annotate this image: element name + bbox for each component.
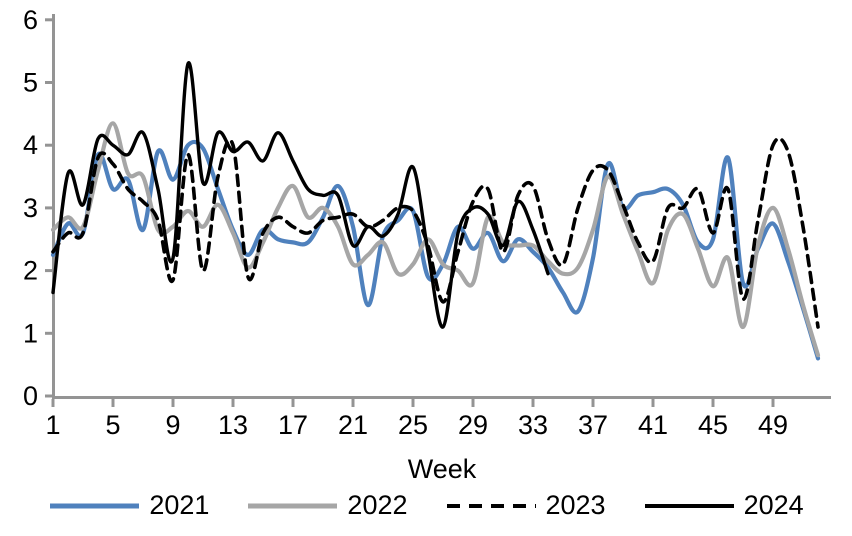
x-tick-label: 41: [638, 410, 668, 440]
legend-swatch-2021: [50, 503, 140, 508]
x-tick-label: 37: [578, 410, 608, 440]
legend-swatch-2022: [248, 503, 338, 508]
chart-line-2023: [51, 136, 820, 329]
x-tick-label: 9: [165, 410, 180, 440]
legend-item-2024: 2024: [643, 492, 804, 519]
legend-swatch-2024: [644, 503, 734, 508]
x-tick-label: 21: [338, 410, 368, 440]
legend-label-2023: 2023: [545, 490, 606, 520]
x-axis-title: Week: [407, 454, 477, 484]
chart-line-2024: [51, 61, 550, 329]
legend: 2021 2022 2023 2024: [0, 492, 852, 519]
chart-line-2022: [50, 121, 821, 358]
x-tick-label: 25: [398, 410, 428, 440]
legend-item-2022: 2022: [246, 490, 408, 520]
legend-label-2021: 2021: [149, 490, 210, 520]
y-tick-label: 2: [23, 256, 38, 286]
y-tick-label: 0: [23, 381, 38, 411]
legend-label-2024: 2024: [743, 490, 804, 520]
legend-label-2022: 2022: [347, 490, 408, 520]
y-tick-label: 6: [23, 5, 38, 35]
legend-item-2021: 2021: [48, 492, 209, 519]
x-tick-label: 17: [278, 410, 308, 440]
y-tick-label: 3: [23, 193, 38, 223]
x-tick-label: 33: [518, 410, 548, 440]
x-tick-label: 1: [45, 410, 60, 440]
x-tick-label: 29: [458, 410, 488, 440]
x-tick-label: 45: [698, 410, 728, 440]
x-tick-label: 5: [105, 410, 120, 440]
y-tick-label: 1: [23, 318, 38, 348]
x-tick-label: 49: [758, 410, 788, 440]
y-tick-label: 5: [23, 68, 38, 98]
y-tick-label: 4: [23, 130, 38, 160]
x-tick-label: 13: [218, 410, 248, 440]
legend-item-2023: 2023: [445, 492, 606, 519]
legend-swatch-2023: [446, 503, 536, 508]
